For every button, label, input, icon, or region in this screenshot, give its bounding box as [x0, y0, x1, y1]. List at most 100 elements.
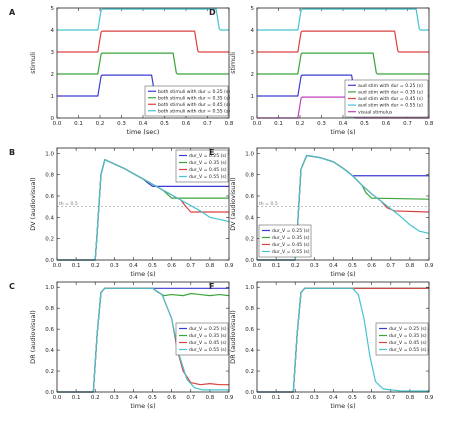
legend-label: dur_V = 0.45 (s)	[389, 340, 427, 346]
panel-letter: D	[209, 8, 216, 17]
y-tick-label: 0.6	[245, 194, 254, 200]
legend-box	[344, 79, 429, 118]
y-tick-label: 2	[251, 72, 255, 78]
series-line	[257, 30, 429, 53]
x-tick-label: 0.1	[72, 263, 81, 269]
x-tick-label: 0.0	[253, 121, 262, 127]
y-tick-label: 0.8	[45, 306, 54, 312]
threshold-label: th = 0.5	[59, 201, 78, 207]
threshold-label: th = 0.5	[259, 201, 278, 207]
x-tick-label: 0.2	[291, 395, 300, 401]
y-tick-label: 5	[51, 6, 55, 12]
legend-label: dur_V = 0.25 (s)	[189, 326, 227, 332]
x-tick-label: 0.7	[403, 121, 412, 127]
legend-label: dur_V = 0.25 (s)	[272, 228, 310, 234]
x-tick-label: 0.4	[339, 121, 348, 127]
x-tick-label: 0.3	[117, 121, 126, 127]
legend-label: dur_V = 0.55 (s)	[272, 249, 310, 255]
x-axis-label: time (s)	[130, 402, 155, 410]
legend-label: aud stim with dur = 0.25 (s)	[358, 83, 423, 89]
x-tick-label: 0.5	[148, 263, 157, 269]
panel-b: B 0.0 0.1 0.2 0.3 0.4 0.5 0.6 0.7 0.8 0.9 0.0 0.2 0.4…	[9, 147, 234, 278]
panel-letter: E	[209, 148, 214, 157]
x-tick-label: 0.6	[382, 121, 391, 127]
x-tick-label: 0.1	[272, 263, 281, 269]
y-tick-label: 0.2	[45, 369, 54, 375]
y-axis-label: DV (audiovisual)	[29, 177, 37, 230]
x-tick-label: 0.9	[225, 395, 234, 401]
x-tick-label: 0.5	[148, 395, 157, 401]
panel-d: D 0.0 0.1 0.2 0.3 0.4 0.5 0.6 0.7 0.8 0 1 2 3 4 5 time (…	[209, 6, 434, 136]
y-tick-label: 4	[51, 28, 55, 34]
x-tick-label: 0.5	[360, 121, 369, 127]
x-axis-label: time (s)	[330, 128, 355, 136]
legend-label: dur_V = 0.35 (s)	[189, 333, 227, 339]
panel-letter: C	[9, 282, 15, 291]
series-line	[257, 8, 429, 31]
y-tick-label: 0.0	[45, 390, 54, 396]
legend: dur_V = 0.25 (s)dur_V = 0.35 (s)dur_V = …	[375, 322, 429, 356]
plot-frame	[256, 7, 430, 119]
plot-frame	[56, 7, 230, 119]
series-line	[257, 154, 430, 261]
series-line	[257, 52, 429, 75]
series-line	[57, 287, 229, 393]
y-tick-label: 0.4	[45, 215, 54, 221]
legend: dur_V = 0.25 (s)dur_V = 0.35 (s)dur_V = …	[258, 224, 312, 258]
y-tick-label: 5	[251, 6, 255, 12]
y-axis-label: stimuli	[229, 52, 237, 74]
y-tick-label: 0.4	[245, 215, 254, 221]
legend-label: both stimuli with dur = 0.55 (s)	[158, 108, 230, 114]
x-tick-label: 0.3	[310, 263, 319, 269]
y-tick-label: 1.0	[245, 151, 254, 157]
x-tick-label: 0.2	[291, 263, 300, 269]
y-tick-label: 0.0	[245, 390, 254, 396]
series-line	[57, 8, 229, 31]
legend-label: aud stim with dur = 0.55 (s)	[358, 103, 423, 109]
y-axis-label: DR (audiovisual)	[229, 310, 237, 364]
x-tick-label: 0.8	[206, 263, 215, 269]
x-tick-label: 0.3	[110, 263, 119, 269]
legend-label: both stimuli with dur = 0.35 (s)	[158, 95, 230, 101]
x-tick-label: 0.4	[329, 263, 338, 269]
x-tick-label: 0.4	[139, 121, 148, 127]
legend: dur_V = 0.25 (s)dur_V = 0.35 (s)dur_V = …	[175, 322, 229, 356]
legend-box	[144, 85, 229, 117]
x-tick-label: 0.6	[167, 263, 176, 269]
x-tick-label: 0.6	[367, 395, 376, 401]
legend-label: both stimuli with dur = 0.45 (s)	[158, 102, 230, 108]
legend-label: dur_V = 0.35 (s)	[189, 160, 227, 166]
y-tick-label: 1	[51, 94, 55, 100]
x-tick-label: 0.9	[225, 263, 234, 269]
plot-frame	[256, 281, 430, 393]
plot-frame	[56, 147, 230, 261]
x-tick-label: 0.0	[253, 395, 262, 401]
y-tick-label: 0.4	[245, 348, 254, 354]
legend-label: dur_V = 0.55 (s)	[189, 347, 227, 353]
legend-label: dur_V = 0.45 (s)	[272, 242, 310, 248]
x-tick-label: 0.4	[129, 395, 138, 401]
x-tick-label: 0.3	[110, 395, 119, 401]
x-tick-label: 0.1	[272, 395, 281, 401]
x-tick-label: 0.2	[91, 395, 100, 401]
y-tick-label: 0.8	[245, 173, 254, 179]
legend-label: dur_V = 0.45 (s)	[189, 167, 227, 173]
x-tick-label: 0.1	[274, 121, 283, 127]
x-tick-label: 0.8	[225, 121, 234, 127]
series-line	[257, 287, 429, 393]
x-tick-label: 0.8	[425, 121, 434, 127]
plot-frame	[56, 281, 230, 393]
y-tick-label: 0.0	[245, 258, 254, 264]
x-tick-label: 0.3	[310, 395, 319, 401]
legend-label: dur_V = 0.35 (s)	[389, 333, 427, 339]
panel-e: E 0.0 0.1 0.2 0.3 0.4 0.5 0.6 0.7 0.8 0.9 0.0 0.2 0.4…	[209, 147, 434, 278]
y-tick-label: 3	[51, 50, 55, 56]
legend-label: dur_V = 0.25 (s)	[189, 153, 227, 159]
legend-label: dur_V = 0.45 (s)	[189, 340, 227, 346]
legend: both stimuli with dur = 0.25 (s)both sti…	[144, 85, 230, 117]
x-tick-label: 0.0	[253, 263, 262, 269]
y-tick-label: 0.8	[45, 173, 54, 179]
x-tick-label: 0.9	[425, 395, 434, 401]
legend-label: visual stimulus	[358, 109, 393, 115]
